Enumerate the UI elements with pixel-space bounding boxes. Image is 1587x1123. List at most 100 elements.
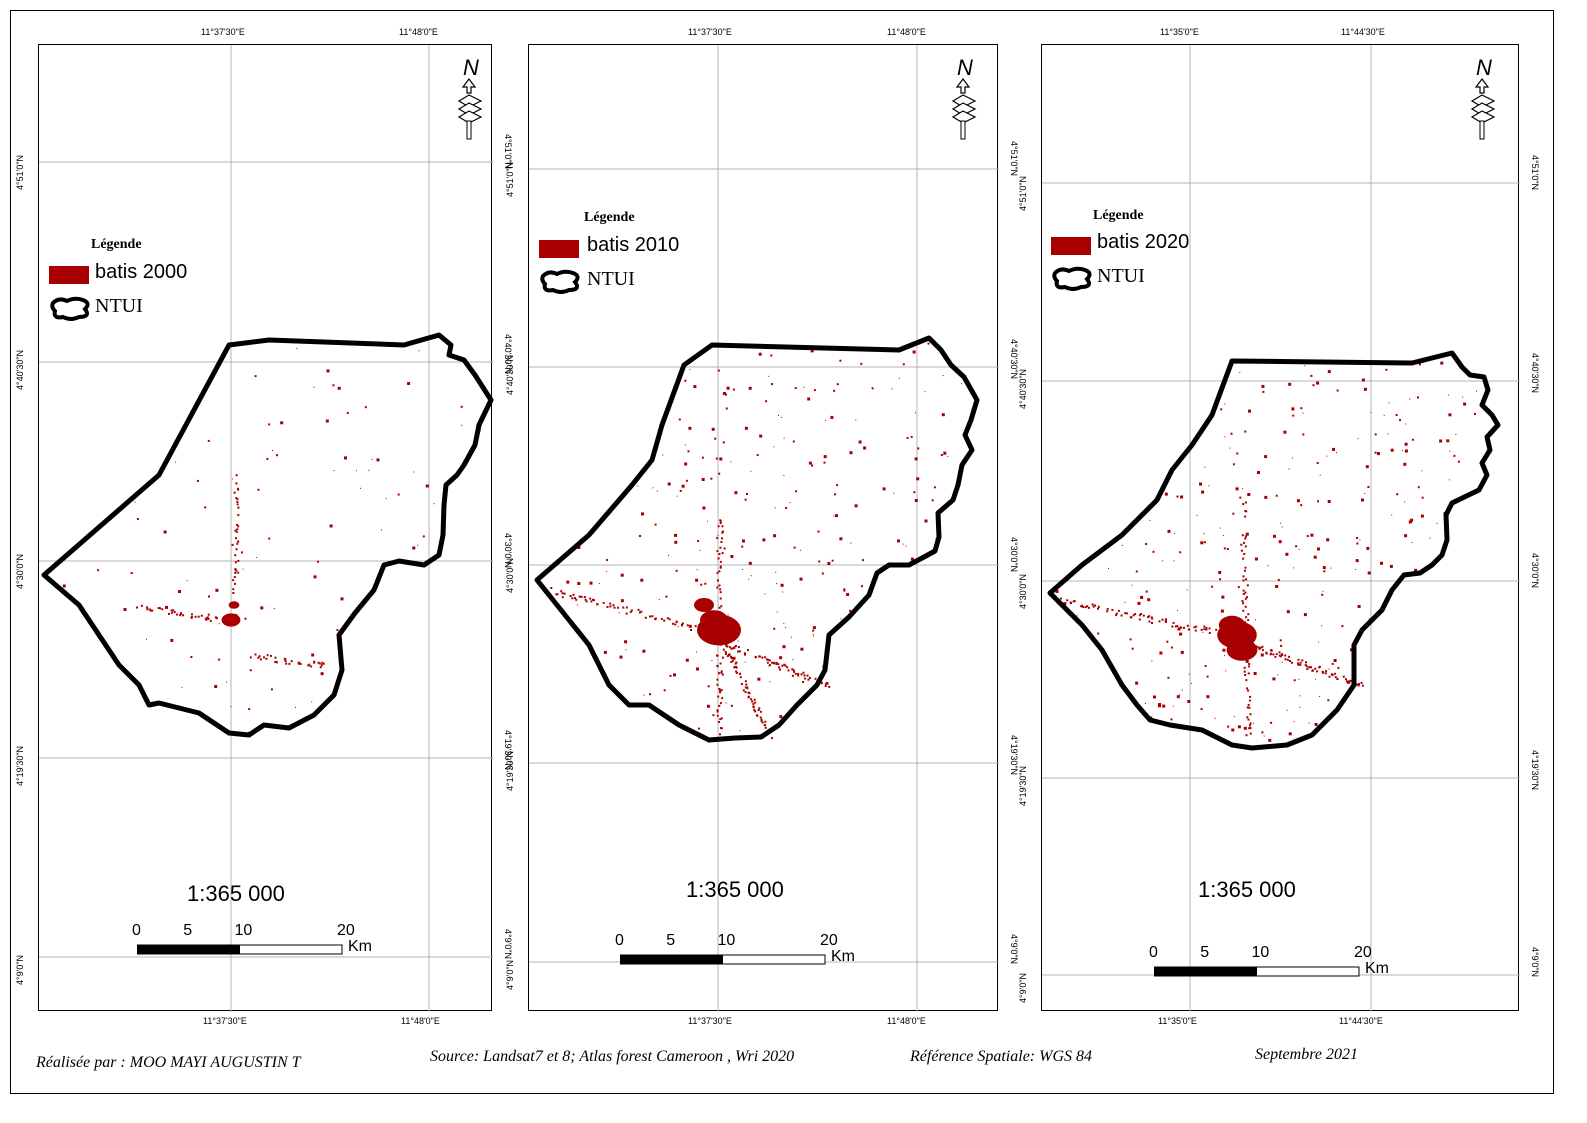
builtup-patch <box>1138 618 1141 621</box>
builtup-patch <box>817 530 820 533</box>
builtup-patch <box>1247 672 1250 675</box>
builtup-patch <box>743 652 746 655</box>
builtup-patch <box>1242 503 1245 505</box>
builtup-patch <box>792 659 794 661</box>
builtup-patch <box>783 623 785 625</box>
builtup-patch <box>1186 589 1188 591</box>
builtup-patch <box>461 424 463 426</box>
builtup-patch <box>1170 718 1173 721</box>
builtup-patch <box>1170 646 1173 649</box>
builtup-patch <box>130 572 133 574</box>
builtup-patch <box>760 718 763 721</box>
builtup-patch <box>1275 653 1278 656</box>
builtup-patch <box>791 668 794 671</box>
builtup-patch <box>235 474 238 477</box>
builtup-patch <box>756 714 759 717</box>
builtup-patch <box>839 359 842 362</box>
builtup-patch <box>151 609 154 612</box>
builtup-patch <box>1150 616 1153 619</box>
builtup-patch <box>711 660 713 661</box>
builtup-patch <box>555 593 558 596</box>
builtup-patch <box>299 663 302 665</box>
builtup-patch <box>1145 543 1148 545</box>
builtup-patch <box>719 588 722 591</box>
builtup-patch <box>248 731 249 733</box>
builtup-patch <box>215 617 218 620</box>
builtup-patch <box>1248 409 1251 413</box>
builtup-patch <box>1274 655 1277 658</box>
builtup-patch <box>1417 486 1420 489</box>
builtup-patch <box>422 535 425 538</box>
builtup-patch <box>413 471 415 473</box>
builtup-patch <box>181 686 183 688</box>
builtup-patch <box>1334 676 1337 679</box>
builtup-patch <box>1148 620 1151 623</box>
builtup-patch <box>676 495 678 497</box>
scale-unit: Km <box>348 938 372 955</box>
builtup-patch <box>381 529 382 531</box>
builtup-patch <box>1324 672 1327 675</box>
builtup-patch <box>836 484 839 487</box>
builtup-patch <box>1336 389 1339 392</box>
builtup-patch <box>1421 470 1423 472</box>
builtup-patch <box>1235 487 1239 491</box>
builtup-patch <box>1297 663 1300 666</box>
builtup-patch <box>1161 618 1164 621</box>
builtup-patch <box>1262 390 1265 393</box>
builtup-patch <box>716 571 719 574</box>
builtup-patch <box>773 534 777 538</box>
builtup-patch <box>237 506 240 509</box>
builtup-patch <box>1224 436 1226 438</box>
builtup-patch <box>1073 600 1076 603</box>
scale-tick-label: 10 <box>717 932 736 949</box>
builtup-patch <box>696 651 697 653</box>
builtup-patch <box>249 656 252 659</box>
builtup-patch <box>1333 672 1336 675</box>
builtup-patch <box>1247 689 1250 692</box>
builtup-patch <box>663 689 666 692</box>
builtup-patch <box>721 537 723 540</box>
builtup-patch <box>710 477 713 480</box>
builtup-patch <box>784 627 786 628</box>
builtup-patch <box>1236 452 1239 455</box>
builtup-patch <box>668 618 671 621</box>
builtup-patch <box>159 607 161 610</box>
builtup-patch <box>173 611 176 614</box>
builtup-patch <box>1322 590 1324 592</box>
builtup-patch <box>715 457 718 460</box>
coord-label-right: 4°30'0"N <box>1009 537 1019 573</box>
map-canvas-2020: N <box>1042 45 1520 1012</box>
builtup-patch <box>669 674 672 677</box>
builtup-patch <box>1179 632 1183 636</box>
builtup-patch <box>1446 439 1450 443</box>
builtup-patch <box>425 484 429 488</box>
builtup-patch <box>730 461 732 463</box>
scale-tick-label: 0 <box>1149 944 1158 961</box>
builtup-patch <box>734 491 738 495</box>
builtup-patch <box>729 646 732 649</box>
builtup-patch <box>1286 610 1290 614</box>
builtup-patch <box>205 618 208 621</box>
builtup-patch <box>179 614 182 617</box>
builtup-patch <box>1292 415 1294 416</box>
builtup-patch <box>1208 627 1211 630</box>
scale-tick-label: 20 <box>1354 944 1372 961</box>
builtup-patch <box>846 593 850 596</box>
builtup-patch <box>1377 452 1380 456</box>
builtup-patch <box>781 664 784 667</box>
builtup-patch <box>807 678 810 681</box>
builtup-patch <box>1288 732 1292 736</box>
builtup-patch <box>257 488 260 491</box>
builtup-patch <box>244 617 247 620</box>
builtup-patch <box>794 672 797 675</box>
builtup-patch <box>674 533 677 537</box>
builtup-patch <box>170 638 174 642</box>
builtup-patch <box>168 612 170 615</box>
builtup-patch <box>297 662 300 664</box>
builtup-patch <box>1153 695 1156 699</box>
builtup-patch <box>718 584 721 587</box>
builtup-patch <box>235 569 238 572</box>
builtup-patch <box>764 724 767 727</box>
builtup-patch <box>1327 370 1331 374</box>
builtup-patch <box>1244 569 1246 572</box>
